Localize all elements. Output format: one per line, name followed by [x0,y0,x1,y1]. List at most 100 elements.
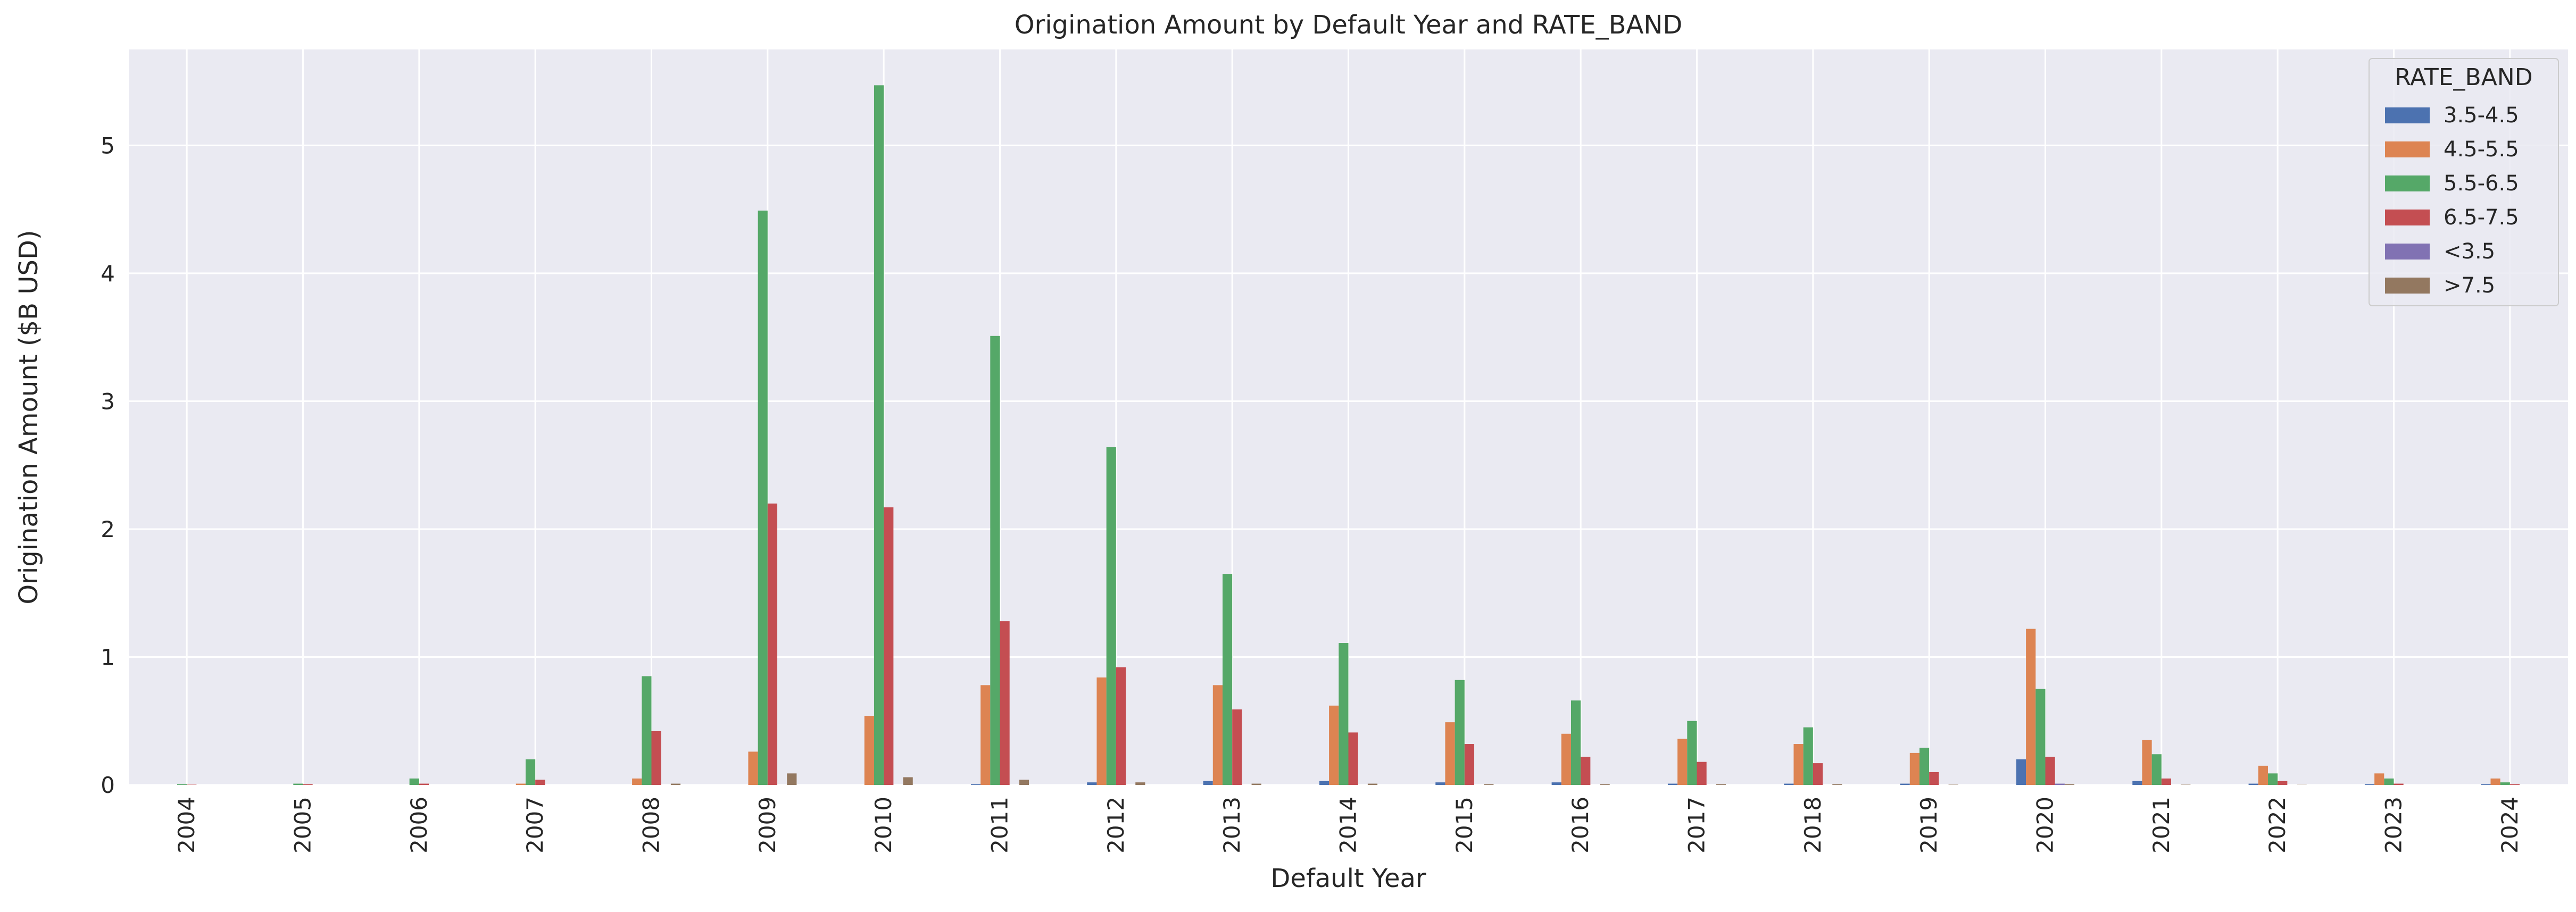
bar-3.5-4.5-2015 [1435,782,1445,785]
bar-6.5-7.5-2006 [419,784,429,785]
bar->7.5-2012 [1135,782,1145,785]
bar-4.5-5.5-2018 [1793,744,1803,785]
x-tick-label: 2023 [2381,797,2407,854]
bar-5.5-6.5-2005 [293,784,303,785]
bar-6.5-7.5-2017 [1697,762,1707,785]
bar-4.5-5.5-2010 [865,716,874,785]
bar-3.5-4.5-2012 [1087,782,1096,785]
bar-5.5-6.5-2018 [1804,727,1813,785]
bar-6.5-7.5-2007 [535,780,545,785]
bar-3.5-4.5-2017 [1668,784,1677,785]
bar-4.5-5.5-2024 [2490,779,2500,785]
x-tick-label: 2010 [870,797,896,854]
legend-swatch [2385,141,2430,157]
y-tick-label: 0 [101,772,115,798]
bar-6.5-7.5-2008 [652,731,661,785]
bar-5.5-6.5-2009 [758,211,768,785]
bar-4.5-5.5-2023 [2374,773,2384,785]
bar->7.5-2014 [1368,784,1377,785]
bar-5.5-6.5-2012 [1107,447,1116,785]
bar-5.5-6.5-2015 [1455,680,1465,785]
bar-3.5-4.5-2016 [1552,782,1561,785]
bar-5.5-6.5-2013 [1223,574,1232,785]
x-tick-label: 2011 [987,797,1013,854]
bar-6.5-7.5-2009 [768,504,777,785]
legend-swatch [2385,210,2430,225]
x-tick-label: 2024 [2497,797,2523,854]
bar-5.5-6.5-2006 [410,779,419,785]
x-tick-label: 2017 [1684,797,1710,854]
bar-6.5-7.5-2018 [1813,763,1823,785]
bar-4.5-5.5-2011 [980,685,990,785]
x-tick-label: 2022 [2264,797,2290,854]
x-tick-label: 2006 [406,797,432,854]
bar->7.5-2008 [671,784,680,785]
legend-label: 6.5-7.5 [2444,205,2519,230]
x-tick-label: 2015 [1451,797,1477,854]
legend-swatch [2385,278,2430,294]
bar-3.5-4.5-2021 [2132,781,2142,785]
bar-6.5-7.5-2013 [1232,709,1242,785]
x-tick-label: 2012 [1103,797,1129,854]
x-tick-label: 2013 [1219,797,1245,854]
bar-3.5-4.5-2018 [1784,784,1793,785]
bar-4.5-5.5-2012 [1096,677,1106,785]
y-tick-label: 1 [101,644,115,670]
bar-3.5-4.5-2020 [2016,759,2026,785]
legend-label: 4.5-5.5 [2444,137,2519,162]
x-tick-label: 2004 [173,797,200,854]
bar-6.5-7.5-2023 [2394,784,2404,785]
bar-4.5-5.5-2022 [2258,766,2268,785]
x-tick-label: 2019 [1916,797,1942,854]
bar-4.5-5.5-2009 [748,751,758,785]
y-tick-label: 5 [101,132,115,158]
legend-label: <3.5 [2444,239,2495,264]
bar-6.5-7.5-2024 [2510,784,2520,785]
bar-6.5-7.5-2019 [1929,772,1939,785]
bar-5.5-6.5-2004 [177,784,187,785]
bar-5.5-6.5-2016 [1571,700,1581,785]
bar-5.5-6.5-2010 [874,85,884,785]
x-tick-label: 2014 [1335,797,1361,854]
x-axis-label: Default Year [1270,864,1426,893]
x-tick-label: 2020 [2032,797,2058,854]
bar-4.5-5.5-2021 [2142,740,2151,785]
legend-label: 5.5-6.5 [2444,171,2519,196]
bar-3.5-4.5-2013 [1203,781,1213,785]
bar-4.5-5.5-2016 [1561,734,1571,785]
bar-5.5-6.5-2011 [990,336,1000,785]
legend-swatch [2385,175,2430,191]
y-tick-label: 2 [101,516,115,542]
x-tick-label: 2005 [290,797,316,854]
bar-4.5-5.5-2014 [1329,706,1339,785]
bar-5.5-6.5-2024 [2500,782,2510,785]
bar-5.5-6.5-2022 [2268,773,2278,785]
bar->7.5-2010 [903,777,913,785]
bar-6.5-7.5-2014 [1349,732,1358,785]
y-axis-label: Origination Amount ($B USD) [14,230,44,604]
bar-5.5-6.5-2020 [2035,689,2045,785]
bar-4.5-5.5-2015 [1445,722,1455,785]
bar-6.5-7.5-2015 [1465,744,1474,785]
bar-6.5-7.5-2021 [2162,779,2171,785]
x-tick-label: 2009 [754,797,780,854]
bar-3.5-4.5-2024 [2481,784,2490,785]
bar->7.5-2011 [1019,780,1029,785]
legend-swatch [2385,244,2430,260]
bar-4.5-5.5-2017 [1677,739,1687,785]
bar-6.5-7.5-2005 [303,784,313,785]
x-tick-label: 2007 [522,797,548,854]
bar-3.5-4.5-2019 [1900,784,1910,785]
bar-6.5-7.5-2010 [884,507,893,785]
bar-5.5-6.5-2014 [1339,643,1348,785]
legend: RATE_BAND 3.5-4.54.5-5.55.5-6.56.5-7.5<3… [2369,58,2558,306]
legend-label: 3.5-4.5 [2444,103,2519,128]
bar-3.5-4.5-2014 [1319,781,1329,785]
bar-5.5-6.5-2021 [2152,754,2162,785]
bar-6.5-7.5-2011 [1000,621,1010,785]
legend-label: >7.5 [2444,273,2495,298]
